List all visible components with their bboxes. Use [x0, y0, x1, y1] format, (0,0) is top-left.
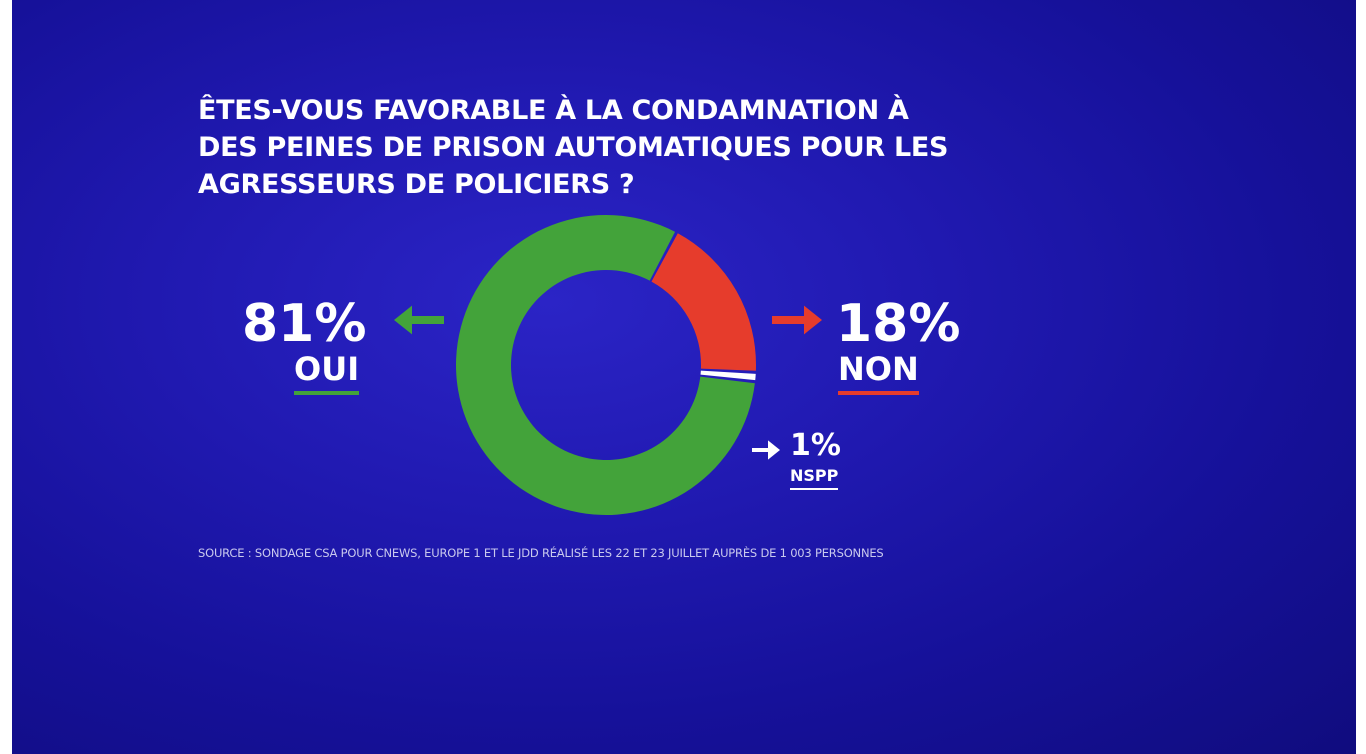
nspp-arrow-icon — [752, 440, 780, 460]
nspp-slice — [700, 370, 756, 381]
source-note: SOURCE : SONDAGE CSA POUR CNEWS, EUROPE … — [198, 546, 884, 560]
oui-percent-label: 81% — [242, 294, 367, 354]
nspp-percent-label: 1% — [790, 428, 841, 463]
chart-canvas: ÊTES-VOUS FAVORABLE À LA CONDAMNATION À … — [12, 0, 1356, 754]
non-arrow-icon — [772, 305, 822, 335]
non-percent-label: 18% — [836, 294, 961, 354]
chart-title: ÊTES-VOUS FAVORABLE À LA CONDAMNATION À … — [198, 95, 949, 200]
donut-chart — [394, 215, 822, 515]
non-category-label: NON — [838, 350, 919, 395]
oui-arrow-icon — [394, 305, 444, 335]
non-slice — [651, 233, 757, 371]
oui-slice — [455, 215, 755, 515]
nspp-category-label: NSPP — [790, 466, 839, 490]
oui-category-label: OUI — [294, 350, 360, 395]
